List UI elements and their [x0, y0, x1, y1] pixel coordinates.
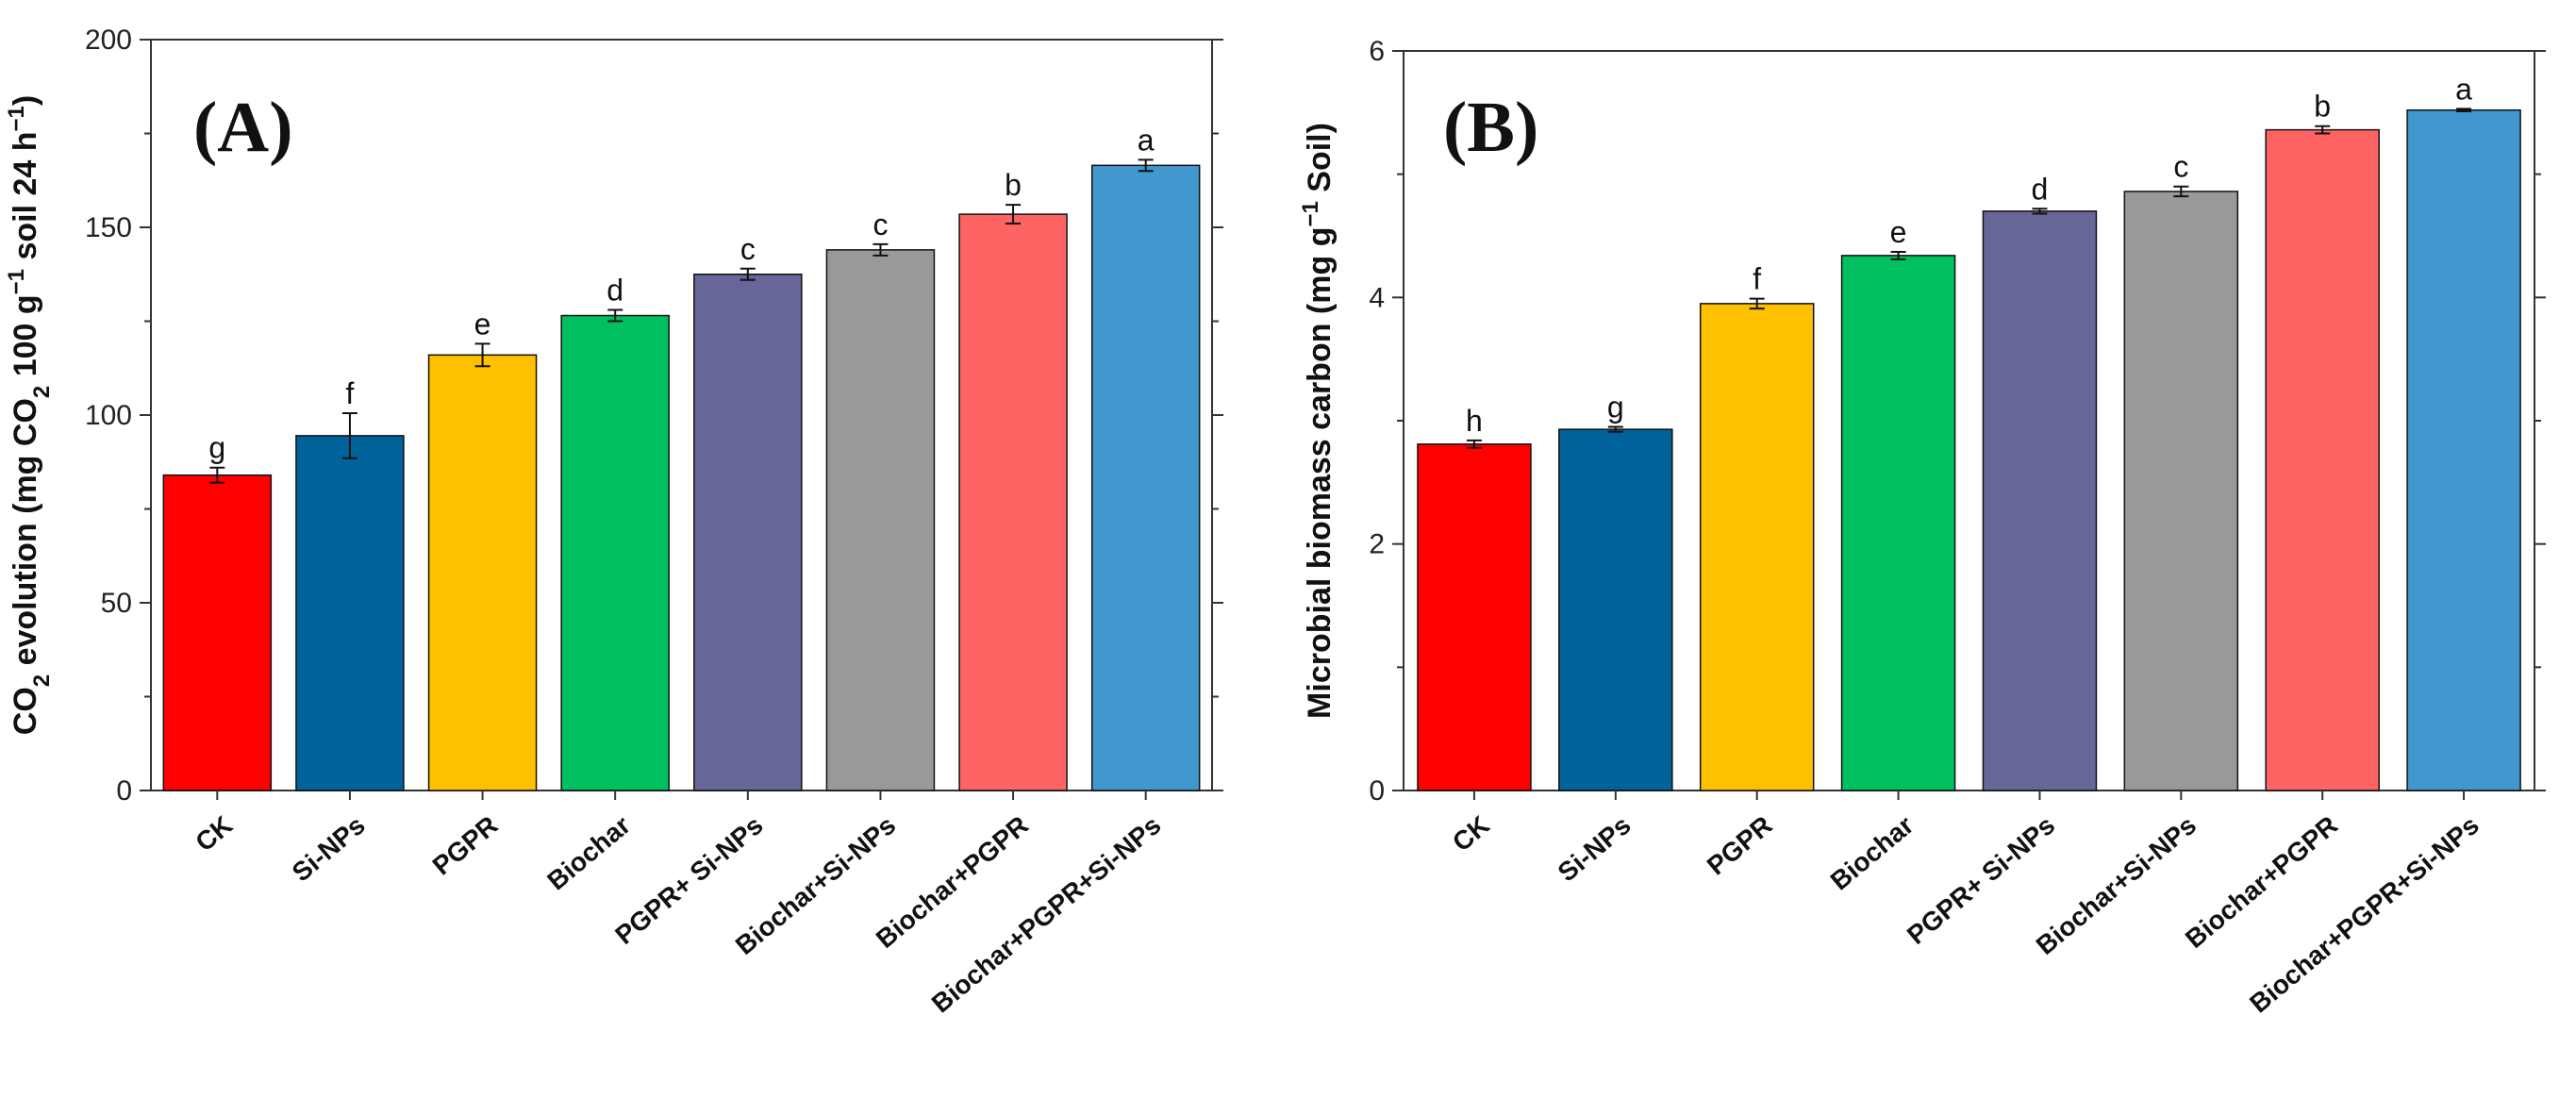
y-tick-label: 150: [85, 212, 132, 243]
bar-ck: [1417, 443, 1532, 791]
bar-pgpr-si-nps: [693, 274, 803, 791]
significance-letter: d: [607, 274, 623, 308]
bar-biochar-pgpr: [2265, 128, 2380, 791]
bar-pgpr-si-nps: [1982, 210, 2098, 791]
x-tick-label: Biochar+PGPR: [2180, 810, 2343, 954]
y-tick-label: 6: [1369, 36, 1385, 67]
bar-biochar-pgpr-si-nps: [2406, 108, 2521, 791]
x-tick-label: Biochar: [1825, 810, 1920, 896]
bar-biochar-si-nps: [825, 249, 936, 791]
y-axis-label: CO2 evolution (mg CO2 100 g−1 soil 24 h−…: [4, 95, 55, 735]
bar-ck: [162, 474, 273, 791]
x-tick-label: Biochar: [541, 810, 636, 896]
bar-biochar-pgpr: [958, 213, 1068, 791]
x-tick-label: Si-NPs: [1553, 810, 1637, 888]
bar-biochar: [1840, 255, 1956, 791]
y-tick-label: 0: [1369, 775, 1385, 807]
bar-biochar-si-nps: [2123, 191, 2239, 791]
bar-biochar: [560, 314, 670, 791]
y-tick-label: 200: [85, 25, 132, 56]
bar-biochar-pgpr-si-nps: [1090, 164, 1201, 791]
significance-letter: h: [1466, 404, 1483, 438]
y-tick-label: 100: [85, 400, 132, 431]
y-tick-label: 2: [1369, 529, 1385, 560]
bar-pgpr: [1699, 303, 1815, 791]
panel-label: (A): [193, 88, 293, 167]
bar-si-nps: [295, 435, 405, 791]
y-tick-label: 4: [1369, 282, 1385, 313]
bar-si-nps: [1558, 428, 1673, 791]
significance-letter: g: [208, 431, 225, 465]
significance-letter: b: [1005, 168, 1022, 202]
y-axis-label: Microbial biomass carbon (mg g−1 Soil): [1298, 123, 1338, 719]
panel-a-co2-evolution-chart: 050100150200gCKfSi-NPsePGPRdBiocharcPGPR…: [4, 25, 1223, 1019]
x-tick-label: PGPR+ Si-NPs: [1902, 810, 2060, 950]
panel-b-microbial-biomass-chart: 0 2 4 6 h CK g Si-NPs f PGPR e Biochar d PGPR+ Si-NPs…: [1298, 36, 2546, 1019]
x-tick-label: Biochar+PGPR+Si-NPs: [2244, 810, 2485, 1019]
x-tick-label: CK: [1447, 810, 1495, 857]
x-tick-label: Biochar+PGPR+Si-NPs: [926, 810, 1167, 1019]
x-tick-label: CK: [190, 810, 238, 857]
significance-letter: e: [1890, 215, 1907, 249]
significance-letter: f: [1753, 262, 1761, 296]
significance-letter: f: [345, 376, 354, 410]
x-tick-label: PGPR: [427, 810, 504, 881]
significance-letter: d: [2032, 172, 2049, 206]
bar-pgpr: [427, 354, 538, 791]
panel-label: (B): [1443, 88, 1538, 167]
x-tick-label: Si-NPs: [287, 810, 371, 888]
significance-letter: a: [1138, 123, 1155, 157]
y-tick-label: 50: [101, 588, 132, 619]
significance-letter: c: [740, 232, 756, 266]
significance-letter: b: [2314, 90, 2331, 124]
significance-letter: a: [2455, 72, 2472, 106]
y-tick-label: 0: [116, 775, 132, 807]
significance-letter: c: [873, 208, 888, 241]
significance-letter: c: [2173, 150, 2188, 184]
x-tick-label: PGPR: [1702, 810, 1778, 881]
significance-letter: g: [1607, 391, 1624, 424]
significance-letter: e: [474, 307, 491, 341]
